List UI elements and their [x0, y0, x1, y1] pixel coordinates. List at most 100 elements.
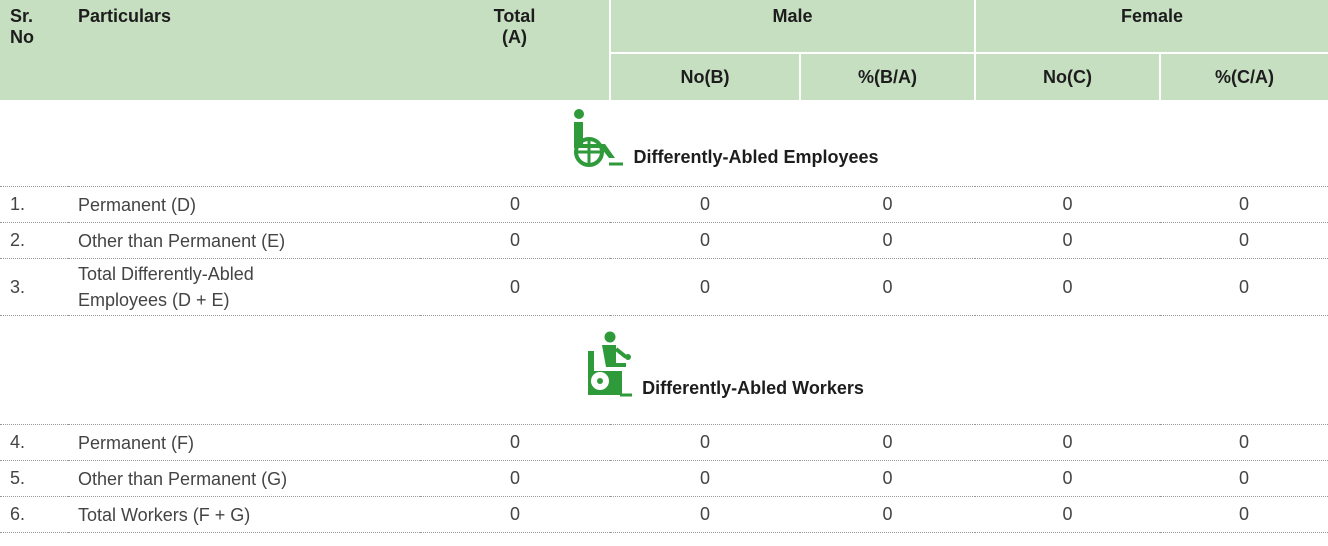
cell-text: 0 — [1062, 432, 1073, 452]
cell: Total Differently-Abled Employees (D + E… — [68, 258, 420, 316]
cell: 2. — [0, 222, 68, 259]
cell: 0 — [800, 496, 975, 533]
cell-text: 0 — [1239, 504, 1250, 524]
header-text: No(C) — [1043, 66, 1092, 87]
cell-text: 0 — [1239, 230, 1250, 250]
cell-text: 6. — [10, 504, 26, 524]
cell: Other than Permanent (E) — [68, 222, 420, 259]
cell-text: 0 — [882, 230, 893, 250]
cell-text: 2. — [10, 230, 26, 250]
cell: 0 — [610, 424, 800, 461]
header-text: Male — [772, 6, 813, 26]
cell-text: Permanent (F) — [78, 432, 195, 453]
cell-text: 0 — [1062, 194, 1073, 214]
cell: 0 — [800, 258, 975, 316]
cell-text: 0 — [882, 432, 893, 452]
header-cell: Particulars — [68, 0, 420, 100]
cell-text: 5. — [10, 468, 26, 488]
cell: 0 — [420, 496, 610, 533]
cell: 0 — [1160, 258, 1328, 316]
header-text: Particulars — [78, 6, 172, 26]
cell-text: 0 — [509, 276, 520, 297]
wheelchair-icon — [574, 109, 624, 167]
header-text: Sr. No — [10, 6, 34, 47]
cell-text: 0 — [509, 468, 520, 488]
header-cell: No(C) — [974, 52, 1160, 100]
cell: 0 — [420, 222, 610, 259]
cell: 0 — [800, 424, 975, 461]
cell: 0 — [610, 258, 800, 316]
cell: 6. — [0, 496, 68, 533]
header-cell: %(B/A) — [799, 52, 975, 100]
cell: 0 — [610, 186, 800, 223]
cell: 0 — [610, 460, 800, 497]
section-heading: Differently-Abled Workers — [0, 331, 1328, 409]
cell-text: Total Workers (F + G) — [78, 504, 251, 525]
cell: 4. — [0, 424, 68, 461]
table: Sr. No Particulars Total (A) Male Female… — [0, 0, 1328, 533]
cell-text: Other than Permanent (G) — [78, 468, 288, 489]
header-cell: Total (A) — [420, 0, 610, 100]
cell-text: 0 — [509, 432, 520, 452]
cell-text: 0 — [1239, 276, 1250, 297]
cell-text: Total Differently-Abled Employees (D + E… — [78, 264, 254, 310]
cell-text: 4. — [10, 432, 26, 452]
cell-text: 0 — [882, 276, 893, 297]
header-text: %(C/A) — [1215, 66, 1274, 87]
cell-text: 0 — [699, 468, 710, 488]
cell: 0 — [975, 496, 1160, 533]
header-text: %(B/A) — [858, 66, 917, 87]
cell-text: 0 — [509, 504, 520, 524]
section-title: Differently-Abled Workers — [642, 378, 864, 398]
cell-text: 0 — [882, 194, 893, 214]
header-cell: Sr. No — [0, 0, 68, 100]
cell: 0 — [1160, 424, 1328, 461]
cell-text: 3. — [10, 276, 26, 297]
cell: 0 — [420, 186, 610, 223]
cell: 0 — [800, 222, 975, 259]
cell-text: 0 — [699, 194, 710, 214]
header-cell: %(C/A) — [1158, 52, 1328, 100]
cell: Permanent (D) — [68, 186, 420, 223]
cell: 0 — [1160, 222, 1328, 259]
cell-text: 0 — [1062, 276, 1073, 297]
wheelchair-icon — [588, 331, 633, 397]
cell: 0 — [975, 258, 1160, 316]
header-text: Total (A) — [493, 6, 536, 47]
header-text: No(B) — [680, 66, 730, 87]
cell: 0 — [1160, 460, 1328, 497]
cell: Total Workers (F + G) — [68, 496, 420, 533]
cell-text: 0 — [509, 194, 520, 214]
cell-text: Permanent (D) — [78, 194, 197, 215]
cell-text: 0 — [1062, 504, 1073, 524]
cell: 1. — [0, 186, 68, 223]
data-row: 3. Total Differently-Abled Employees (D +… — [0, 258, 1328, 316]
section-row: Differently-Abled Workers — [0, 315, 1328, 425]
section-title: Differently-Abled Employees — [633, 147, 879, 167]
cell: 3. — [0, 258, 68, 316]
section-cell: Differently-Abled Employees — [0, 100, 1328, 187]
cell-text: 0 — [699, 504, 710, 524]
cell-text: 0 — [1239, 468, 1250, 488]
cell-text: 0 — [1062, 468, 1073, 488]
cell: Other than Permanent (G) — [68, 460, 420, 497]
cell-text: 0 — [882, 504, 893, 524]
cell-text: 0 — [882, 468, 893, 488]
cell-text: 0 — [699, 432, 710, 452]
section-row: Differently-Abled Employees — [0, 100, 1328, 187]
cell: 0 — [420, 258, 610, 316]
data-row: 2. Other than Permanent (E) 0 0 0 0 0 — [0, 222, 1328, 259]
header-cell: Female — [973, 0, 1328, 53]
data-row: 4. Permanent (F) 0 0 0 0 0 — [0, 424, 1328, 461]
header-cell: Male — [609, 0, 975, 53]
cell: 0 — [1160, 186, 1328, 223]
cell-text: 0 — [1062, 230, 1073, 250]
data-row: 6. Total Workers (F + G) 0 0 0 0 0 — [0, 496, 1328, 533]
section-cell: Differently-Abled Workers — [0, 315, 1328, 425]
cell-text: 0 — [699, 276, 710, 297]
cell: 0 — [610, 496, 800, 533]
cell: 0 — [420, 424, 610, 461]
cell: 0 — [975, 186, 1160, 223]
cell-text: 1. — [10, 194, 26, 214]
